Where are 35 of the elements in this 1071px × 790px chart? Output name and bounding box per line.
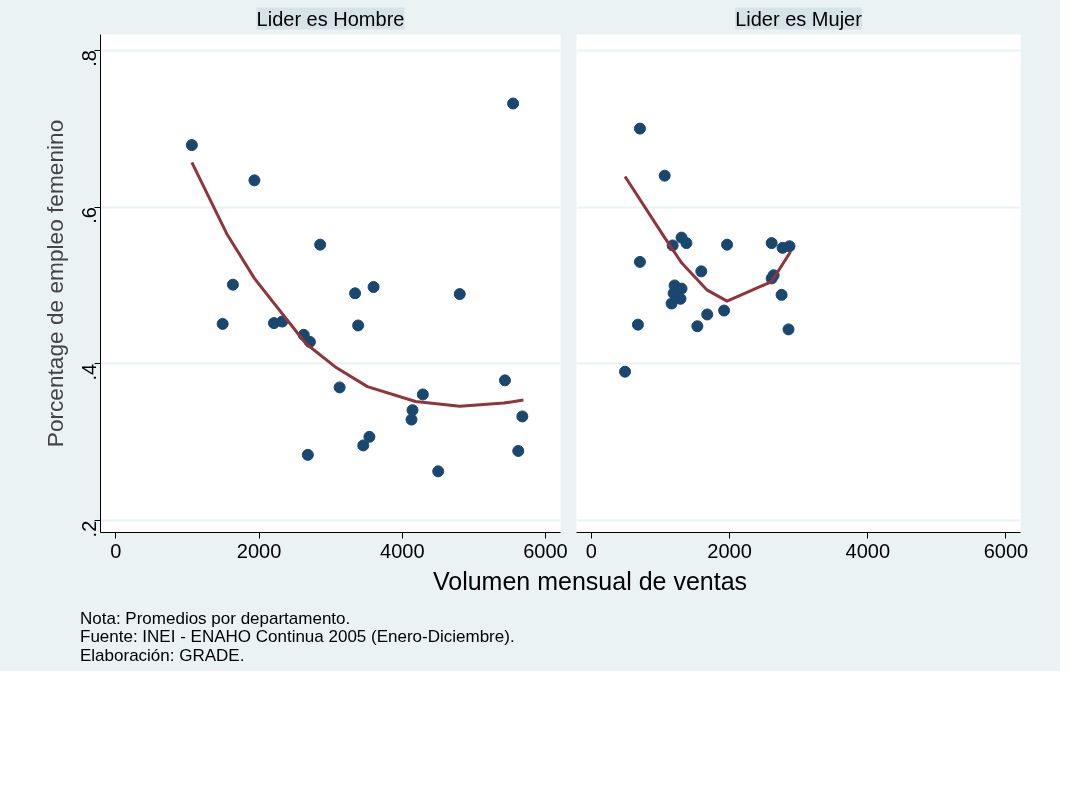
point xyxy=(691,320,704,333)
x-tick-label: 2000 xyxy=(707,539,752,562)
point xyxy=(765,237,778,250)
y-tick-label: .4 xyxy=(78,363,101,381)
chart-title: Lider es Hombre xyxy=(256,7,405,30)
y-tick-label: .6 xyxy=(78,207,101,224)
x-tick-label: 4000 xyxy=(380,539,425,562)
point xyxy=(775,288,788,301)
source-note: Fuente: INEI - ENAHO Continua 2005 (Enero-Diciembre). xyxy=(80,627,515,647)
text: Nota: Promedios por departamento. xyxy=(80,608,351,628)
x-tick-label: 4000 xyxy=(845,539,891,562)
point xyxy=(701,308,714,321)
x-tick-label: 6000 xyxy=(523,539,568,562)
point xyxy=(619,365,632,378)
point xyxy=(674,292,687,305)
x-axis-title: Volumen mensual de ventas xyxy=(432,566,748,597)
y-tick-label: .2 xyxy=(78,520,101,538)
text: Elaboración: GRADE. xyxy=(80,646,245,666)
x-tick-label: 0 xyxy=(585,539,597,562)
point xyxy=(718,304,731,317)
point xyxy=(633,122,646,135)
point xyxy=(633,255,646,268)
point xyxy=(658,169,671,182)
point xyxy=(695,265,708,278)
x-tick-label: 6000 xyxy=(983,539,1029,562)
point xyxy=(721,238,734,251)
point xyxy=(631,318,644,331)
y-axis-title: Porcentage de empleo femenino xyxy=(41,119,68,448)
x-tick-label: 0 xyxy=(110,539,122,562)
point xyxy=(665,297,678,310)
point xyxy=(680,237,693,250)
y-tick-label: .8 xyxy=(78,50,101,67)
point xyxy=(782,323,795,336)
chart-title: Lider es Mujer xyxy=(735,7,863,30)
x-tick-label: 2000 xyxy=(236,539,282,562)
